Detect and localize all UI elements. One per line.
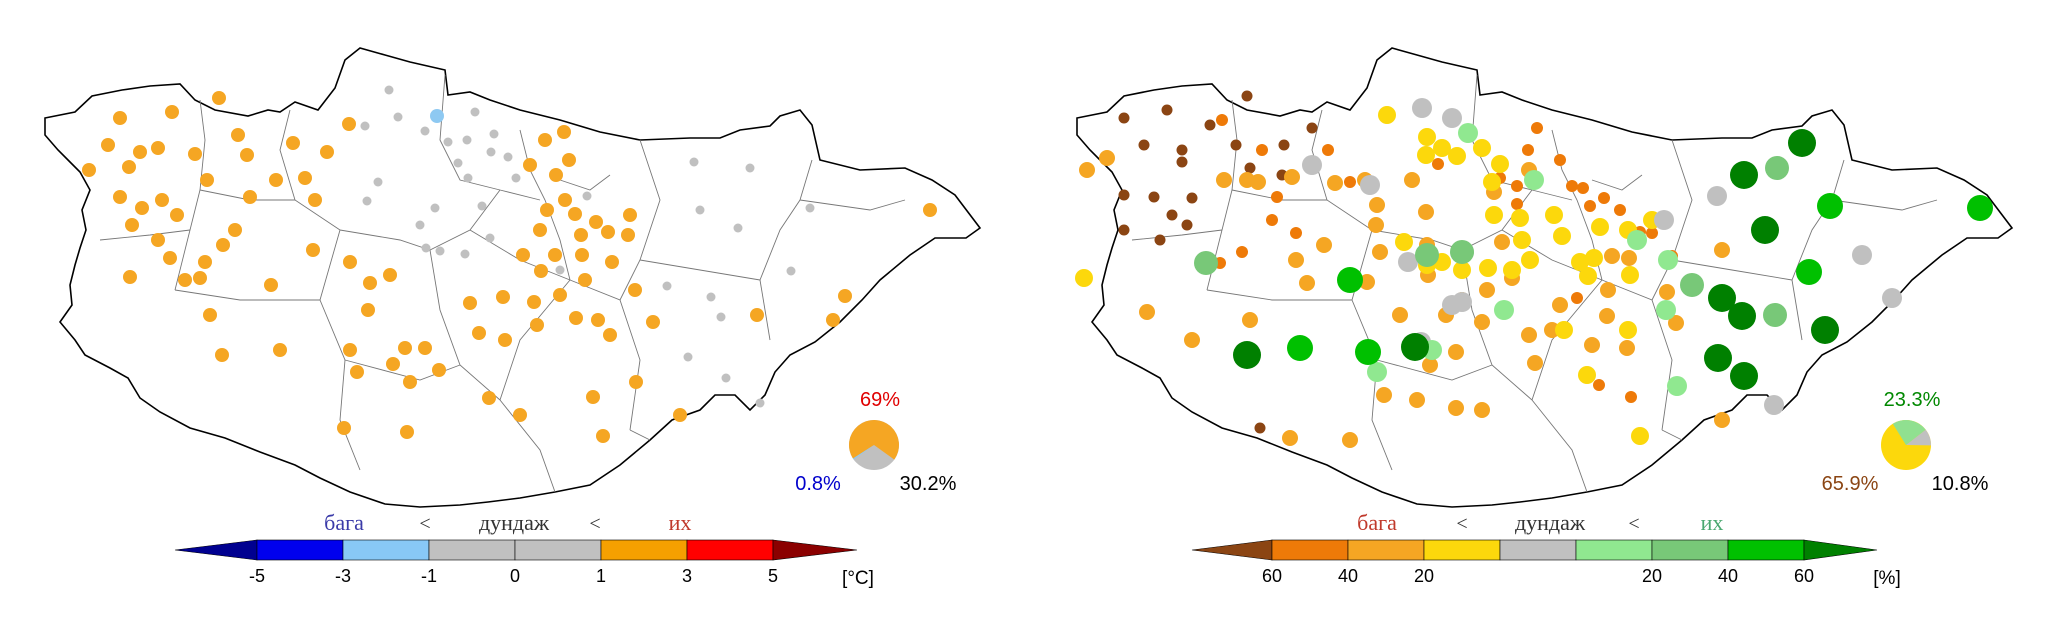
left-legend-word-high: их — [669, 510, 692, 535]
left-colorbar-tick-5: 1 — [596, 566, 606, 586]
left-station-dot-blue — [430, 109, 444, 123]
left-colorbar-seg-5 — [600, 539, 688, 561]
left-colorbar-arrow-low — [174, 539, 258, 561]
right-legend-word-high: их — [1701, 510, 1724, 535]
right-colorbar-seg-5 — [1575, 539, 1653, 561]
right-colorbar-tick-6: 60 — [1794, 566, 1814, 586]
left-colorbar-tick-1: -5 — [249, 566, 265, 586]
left-pie-label-below: 0.8% — [795, 473, 841, 495]
left-colorbar-tick-7: 5 — [768, 566, 778, 586]
left-colorbar-seg-3 — [428, 539, 516, 561]
right-pie-chart — [1881, 419, 1932, 470]
left-legend: бага < дундаж < их -5 -3 -1 0 1 3 5 [°C] — [174, 510, 874, 589]
right-pie-label-wet: 23.3% — [1884, 389, 1941, 411]
right-colorbar-tick-5: 40 — [1718, 566, 1738, 586]
left-colorbar-seg-1 — [256, 539, 344, 561]
left-legend-word-normal: дундаж — [479, 510, 550, 535]
right-legend-word-normal: дундаж — [1515, 510, 1586, 535]
left-station-dots-orange — [82, 91, 937, 443]
right-colorbar-unit: [%] — [1873, 568, 1900, 589]
right-colorbar-seg-1 — [1271, 539, 1349, 561]
left-colorbar-arrow-high — [772, 539, 858, 561]
left-pie-chart — [849, 420, 900, 470]
right-station-dots-darkgreen — [1233, 129, 1839, 390]
right-pie-label-normal: 10.8% — [1932, 473, 1989, 495]
right-colorbar-seg-4 — [1499, 539, 1577, 561]
left-mongolia-outline — [44, 47, 982, 508]
right-pie-label-dry: 65.9% — [1822, 473, 1879, 495]
left-station-dots-gray — [360, 85, 815, 408]
right-legend-sep-1: < — [1456, 513, 1467, 535]
left-colorbar-seg-2 — [342, 539, 430, 561]
right-colorbar-seg-6 — [1651, 539, 1729, 561]
left-pie-label-normal: 30.2% — [900, 473, 957, 495]
right-station-dots-midgreen — [1194, 156, 1789, 327]
right-colorbar-seg-2 — [1347, 539, 1425, 561]
left-legend-word-low: бага — [324, 510, 364, 535]
right-colorbar-arrow-low — [1191, 539, 1273, 561]
right-colorbar-tick-1: 60 — [1262, 566, 1282, 586]
left-colorbar-seg-6 — [686, 539, 774, 561]
left-colorbar-seg-4 — [514, 539, 602, 561]
left-pie-label-above: 69% — [860, 389, 900, 411]
left-colorbar-tick-3: -1 — [421, 566, 437, 586]
right-station-dots-green — [1287, 193, 1993, 365]
right-station-dots-yellow — [1075, 106, 1661, 445]
right-pie-wet-slice — [1892, 419, 1926, 445]
left-colorbar-tick-2: -3 — [335, 566, 351, 586]
right-map: 23.3% 65.9% 10.8% бага < дундаж < их 60 … — [1075, 47, 2014, 589]
left-colorbar-tick-4: 0 — [510, 566, 520, 586]
left-legend-sep-1: < — [419, 513, 430, 535]
left-pie-above-slice — [849, 420, 900, 460]
right-colorbar-arrow-high — [1803, 539, 1878, 561]
right-colorbar-tick-3: 20 — [1414, 566, 1434, 586]
left-colorbar-tick-6: 3 — [682, 566, 692, 586]
right-station-dots-brown — [1118, 90, 1318, 434]
right-colorbar-tick-4: 20 — [1642, 566, 1662, 586]
left-map: 69% 0.8% 30.2% бага < дундаж < их -5 -3 … — [44, 47, 982, 589]
left-legend-sep-2: < — [589, 513, 600, 535]
right-legend-sep-2: < — [1628, 513, 1639, 535]
right-pie-normal-slice — [1906, 429, 1932, 446]
right-colorbar-seg-7 — [1727, 539, 1805, 561]
left-pie-below-slice — [852, 445, 874, 460]
right-colorbar-seg-3 — [1423, 539, 1501, 561]
right-colorbar-tick-2: 40 — [1338, 566, 1358, 586]
right-legend: бага < дундаж < их 60 40 20 20 40 60 [%] — [1191, 510, 1901, 589]
left-colorbar-unit: [°C] — [842, 568, 874, 589]
right-legend-word-low: бага — [1357, 510, 1397, 535]
